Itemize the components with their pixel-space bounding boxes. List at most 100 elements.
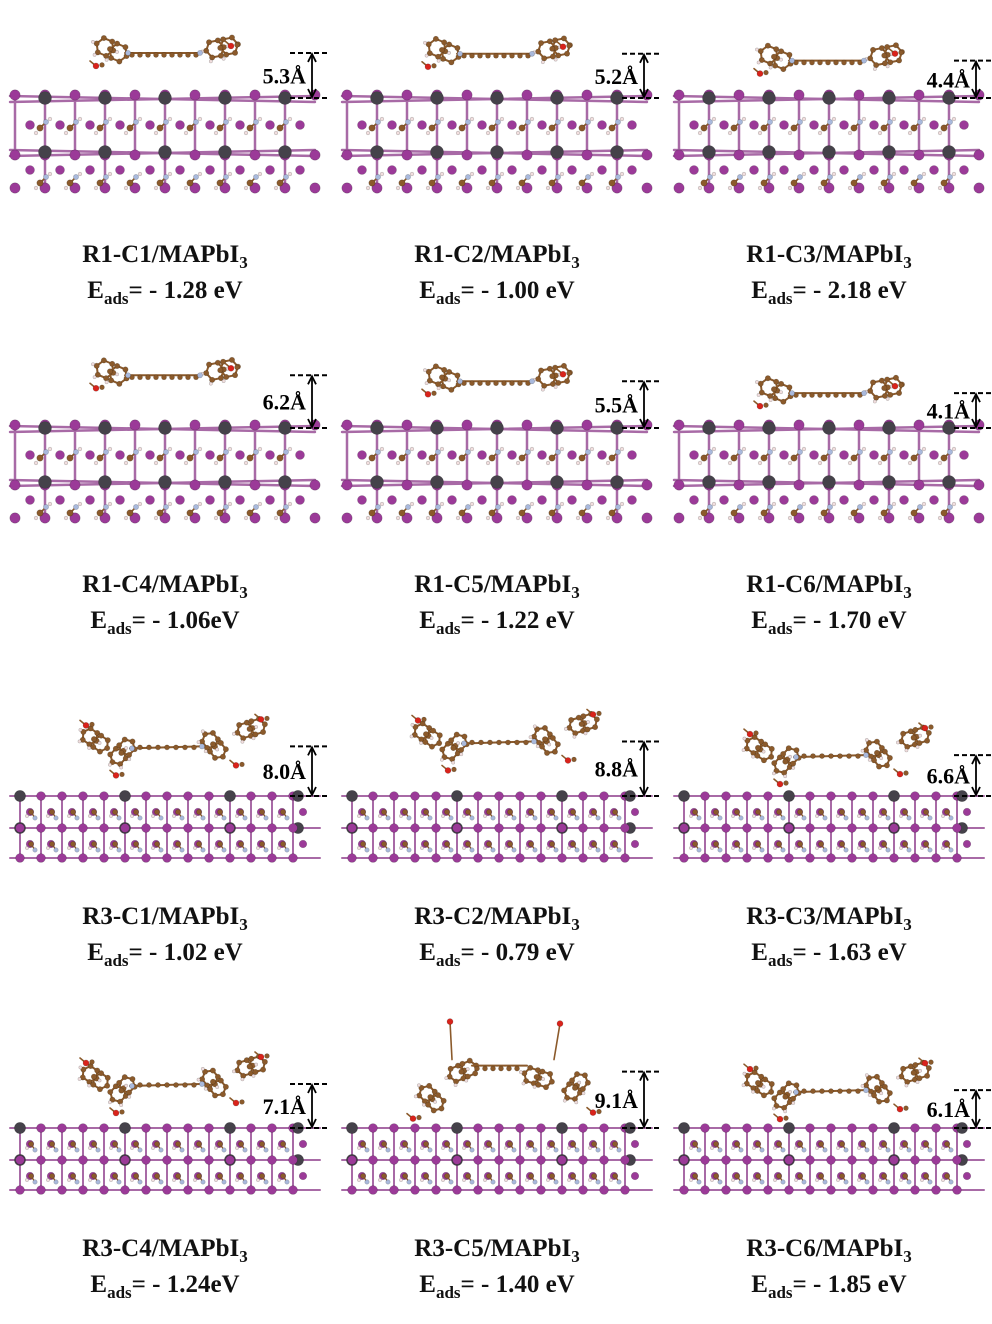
carbon-atom — [426, 1082, 433, 1089]
nitrogen-atom — [95, 1179, 101, 1185]
carbon-atom — [153, 374, 159, 381]
hydrogen-atom — [752, 1178, 756, 1182]
nitrogen-atom — [469, 847, 475, 853]
carbon-atom — [28, 809, 34, 815]
iodine-atom — [387, 165, 397, 175]
iodine-atom — [847, 1185, 857, 1195]
carbon-atom — [571, 1084, 578, 1091]
nitrogen-atom — [827, 119, 833, 125]
hydrogen-atom — [574, 1100, 579, 1105]
hydrogen-atom — [801, 116, 807, 122]
iodine-atom — [868, 791, 878, 801]
hydrogen-atom — [46, 846, 50, 850]
carbon-atom — [940, 179, 948, 187]
iodine-atom — [809, 495, 819, 505]
hydrogen-atom — [235, 1146, 239, 1150]
nitrogen-atom — [780, 847, 786, 853]
adsorbed-molecule — [421, 35, 573, 71]
hydrogen-atom — [815, 846, 819, 850]
hydrogen-atom — [532, 724, 537, 729]
lead-atom — [610, 475, 624, 489]
hydrogen-atom — [609, 846, 613, 850]
hydrogen-atom — [899, 814, 903, 818]
carbon-atom — [448, 59, 455, 66]
iodine-atom — [599, 1185, 609, 1195]
hydrogen-atom — [904, 748, 909, 753]
iodine-atom — [611, 182, 623, 194]
carbon-atom — [591, 1173, 597, 1179]
carbon-atom — [398, 509, 406, 517]
hydrogen-atom — [941, 814, 945, 818]
hydrogen-atom — [575, 460, 581, 466]
hydrogen-atom — [441, 814, 445, 818]
iodine-atom — [368, 1123, 378, 1133]
carbon-atom — [713, 1141, 719, 1147]
nitrogen-atom — [495, 119, 501, 125]
iodine-atom — [175, 495, 185, 505]
hydrogen-atom — [711, 501, 717, 507]
hydrogen-atom — [773, 1178, 777, 1182]
carbon-atom — [217, 739, 224, 746]
iodine-atom — [461, 149, 473, 161]
hydrogen-atom — [499, 171, 505, 177]
carbon-atom — [692, 809, 698, 815]
carbon-atom — [182, 744, 188, 751]
carbon-atom — [236, 721, 243, 728]
carbon-atom — [487, 739, 493, 746]
hydrogen-atom — [137, 501, 143, 507]
hydrogen-atom — [395, 515, 401, 521]
carbon-atom — [260, 1066, 267, 1073]
iodine-atom — [805, 1185, 815, 1195]
nitrogen-atom — [427, 815, 433, 821]
iodine-atom — [784, 823, 794, 833]
hydrogen-atom — [504, 1178, 508, 1182]
iodine-atom — [25, 165, 35, 175]
oxygen-atom — [891, 50, 899, 57]
hydrogen-atom — [907, 460, 913, 466]
iodine-atom — [567, 495, 577, 505]
carbon-atom — [549, 1141, 555, 1147]
carbon-atom — [217, 841, 223, 847]
iodine-atom — [36, 791, 46, 801]
hydrogen-atom — [67, 814, 71, 818]
iodine-atom — [78, 823, 88, 833]
system-label: R1-C5/MAPbI3 — [414, 571, 580, 602]
carbon-atom — [782, 1093, 789, 1100]
iodine-atom — [129, 479, 141, 491]
iodine-atom — [784, 1155, 794, 1165]
iodine-atom — [742, 1155, 752, 1165]
lead-atom — [702, 91, 716, 105]
hydrogen-atom — [861, 501, 867, 507]
iodine-atom — [69, 149, 81, 161]
iodine-atom — [679, 1155, 689, 1165]
nitrogen-atom — [738, 1147, 744, 1153]
hydrogen-atom — [907, 515, 913, 521]
carbon-atom — [871, 1092, 878, 1099]
carbon-atom — [90, 1081, 97, 1088]
hydrogen-atom — [541, 1077, 545, 1081]
hydrogen-atom — [88, 1178, 92, 1182]
iodine-atom — [357, 120, 367, 130]
hydrogen-atom — [243, 460, 249, 466]
carbon-atom — [206, 361, 213, 368]
hydrogen-atom — [256, 814, 260, 818]
iodine-atom — [793, 419, 805, 431]
hydrogen-atom — [235, 846, 239, 850]
carbon-atom — [70, 841, 76, 847]
carbon-atom — [873, 1084, 880, 1091]
hydrogen-atom — [921, 171, 927, 177]
nitrogen-atom — [158, 1147, 164, 1153]
lead-atom — [822, 421, 836, 435]
mapbi3-slab — [672, 89, 985, 194]
iodine-atom — [899, 120, 909, 130]
lead-atom — [942, 91, 956, 105]
adsorbed-molecule — [89, 34, 241, 70]
iodine-atom — [357, 495, 367, 505]
lead-atom — [550, 145, 564, 159]
carbon-atom — [801, 59, 807, 66]
carbon-atom — [809, 392, 815, 398]
nitrogen-atom — [284, 847, 290, 853]
hydrogen-atom — [243, 185, 249, 191]
nitrogen-atom — [200, 1147, 206, 1153]
iodine-atom — [431, 1185, 441, 1195]
